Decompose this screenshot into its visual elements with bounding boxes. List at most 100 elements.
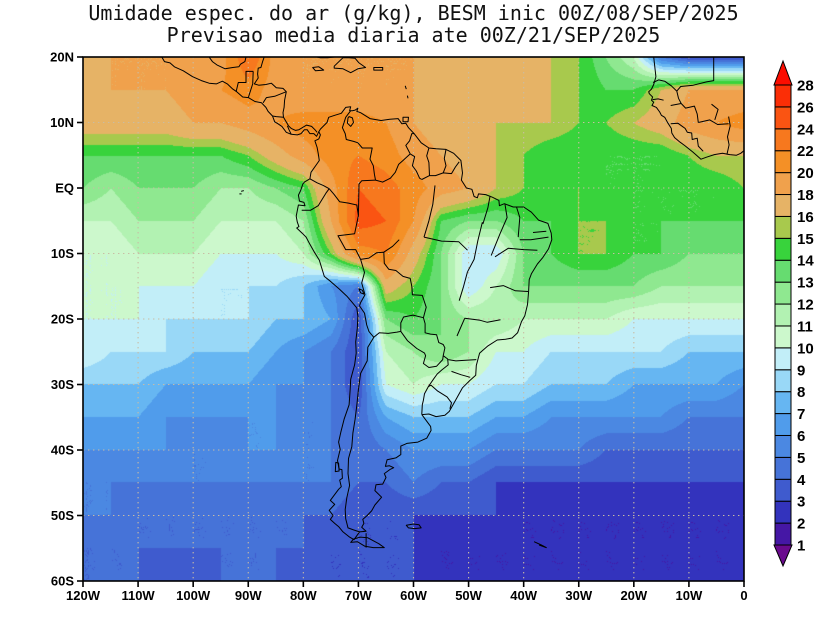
lon-tick-label: 80W (290, 588, 317, 603)
colorbar-segment (774, 456, 792, 480)
lat-tick-label: 40S (51, 443, 74, 458)
colorbar-label: 9 (797, 362, 805, 379)
colorbar-label: 15 (797, 231, 814, 248)
geo-outline (350, 536, 385, 549)
geo-outline (533, 541, 547, 549)
colorbar-label: 8 (797, 384, 805, 401)
lon-tick-label: 0 (740, 588, 747, 603)
geo-outline (670, 122, 704, 152)
geo-outline (405, 133, 415, 155)
lat-lon-gridlines (83, 57, 744, 581)
colorbar-label: 24 (797, 121, 814, 138)
geo-outline (235, 70, 254, 92)
colorbar: 28 26 24 22 20 18 16 15 14 13 12 11 10 9 8 7 6 5 4 3 2 1 (773, 59, 814, 568)
geo-outline (301, 188, 330, 211)
colorbar-label: 22 (797, 143, 814, 160)
geo-outline (334, 461, 340, 473)
geo-outline (312, 66, 325, 72)
colorbar-label: 2 (797, 516, 805, 533)
geo-outline (442, 149, 447, 174)
colorbar-segment (774, 215, 792, 239)
coastlines-and-borders (161, 56, 745, 549)
geo-outline (458, 271, 468, 301)
geo-outline (358, 288, 365, 295)
geo-outline (262, 91, 287, 104)
colorbar-segment (774, 259, 792, 283)
colorbar-label: 14 (797, 253, 814, 270)
geo-outline (482, 195, 491, 225)
geo-outline (406, 95, 409, 99)
lon-tick-label: 90W (235, 588, 262, 603)
colorbar-label: 16 (797, 209, 814, 226)
geo-outline (421, 161, 460, 180)
geo-outline (711, 103, 719, 121)
geo-outline (676, 90, 682, 104)
colorbar-segment (774, 150, 792, 174)
colorbar-label: 1 (797, 538, 805, 555)
lat-tick-label: 30S (51, 377, 74, 392)
colorbar-label: 3 (797, 494, 805, 511)
geo-outline (272, 115, 284, 118)
colorbar-label: 5 (797, 450, 805, 467)
geo-outline (309, 178, 330, 190)
geo-outline (252, 71, 254, 84)
lon-tick-label: 50W (455, 588, 482, 603)
geo-outline (373, 330, 401, 338)
geo-outline (532, 230, 547, 233)
colorbar-label: 18 (797, 187, 814, 204)
geo-outline (423, 236, 468, 251)
geo-outline (676, 57, 715, 92)
lat-tick-label: 20N (50, 50, 74, 65)
geo-outline (467, 221, 483, 273)
geo-outline (451, 370, 471, 378)
geo-outline (328, 188, 359, 216)
geo-outline (357, 179, 376, 216)
lon-tick-label: 40W (510, 588, 537, 603)
colorbar-segment (774, 84, 792, 108)
geo-outline (516, 206, 521, 238)
geo-outline (383, 239, 400, 253)
geo-outline (400, 331, 444, 368)
colorbar-label: 13 (797, 275, 814, 292)
geo-outline (648, 56, 745, 160)
geo-outline (494, 247, 538, 258)
geo-outline (519, 236, 549, 241)
colorbar-segment (774, 128, 792, 152)
geo-outline (208, 56, 247, 70)
geo-outline (464, 317, 501, 323)
geo-outline (490, 285, 529, 292)
geo-outline (341, 110, 376, 181)
colorbar-segment (774, 434, 792, 458)
geo-outline (295, 106, 553, 541)
lat-tick-label: 10S (51, 246, 74, 261)
geo-outline (404, 85, 407, 90)
chart-subtitle: Previsao media diaria ate 00Z/21/SEP/202… (166, 23, 661, 47)
chart-title: Umidade espec. do ar (g/kg), BESM inic 0… (88, 1, 739, 25)
lon-tick-label: 70W (345, 588, 372, 603)
colorbar-segment (774, 325, 792, 349)
lon-tick-label: 60W (400, 588, 427, 603)
geo-outline (421, 355, 449, 415)
geo-outline (373, 67, 384, 71)
colorbar-segment (774, 281, 792, 305)
colorbar-arrow (773, 544, 793, 568)
geo-outline (247, 83, 254, 98)
lon-tick-label: 100W (176, 588, 211, 603)
colorbar-segment (774, 391, 792, 415)
colorbar-label: 26 (797, 99, 814, 116)
colorbar-label: 28 (797, 78, 814, 95)
geo-outline (402, 116, 409, 123)
lon-tick-label: 30W (565, 588, 592, 603)
geo-outline (344, 337, 375, 533)
lon-tick-label: 20W (620, 588, 647, 603)
geo-outline (161, 56, 320, 137)
geo-outline (405, 523, 422, 530)
colorbar-segment (774, 369, 792, 393)
colorbar-segment (774, 500, 792, 524)
lat-tick-label: 50S (51, 508, 74, 523)
geo-outline (409, 153, 423, 180)
colorbar-arrow (773, 59, 793, 86)
lon-tick-label: 110W (121, 588, 155, 603)
geo-outline (490, 203, 508, 256)
